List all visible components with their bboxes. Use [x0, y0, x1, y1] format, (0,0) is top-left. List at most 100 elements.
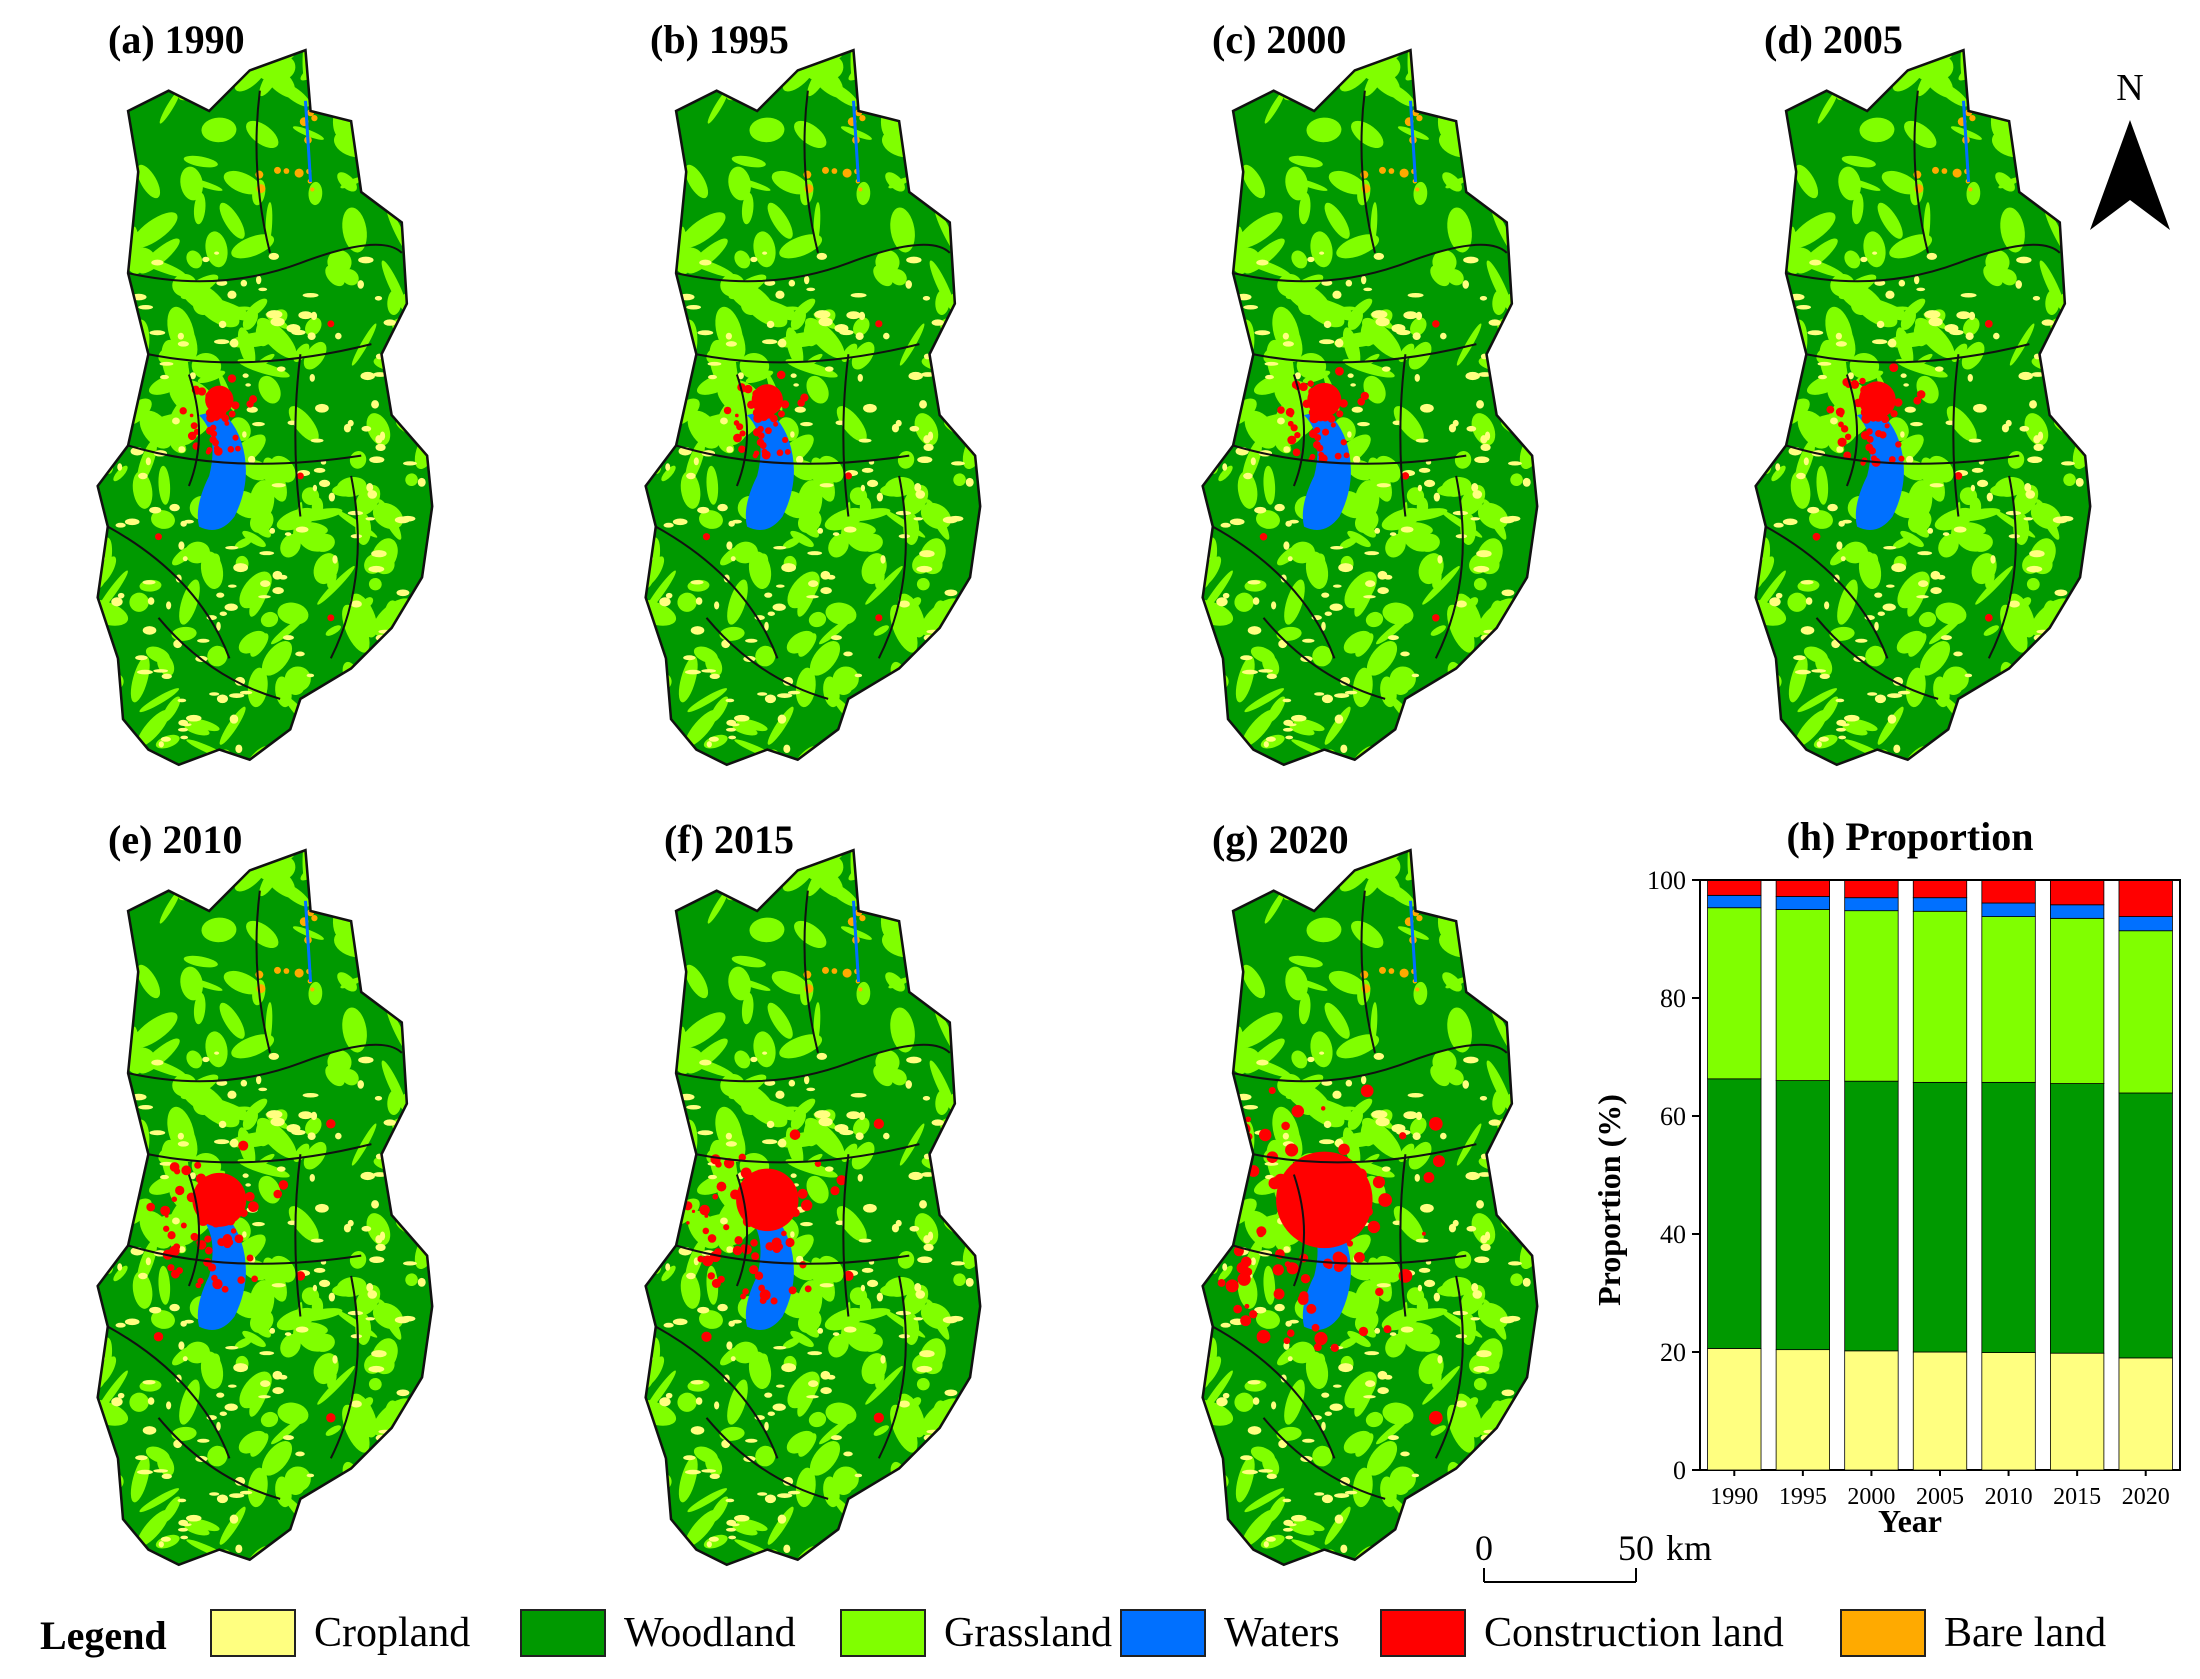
legend-swatch-construction-land	[1380, 1609, 1466, 1657]
bar-segment	[1981, 1352, 2036, 1471]
bar-segment	[1844, 1350, 1899, 1471]
scale-end: 50	[1618, 1528, 1654, 1568]
legend-swatch-waters	[1120, 1609, 1206, 1657]
scale-unit: km	[1666, 1528, 1712, 1568]
bar-segment	[1775, 896, 1831, 910]
panel-title-d: (d) 2005	[1764, 17, 1903, 62]
land-use-map-2020	[1201, 848, 1539, 1567]
scale-bar: 0 50 km	[1475, 1528, 1712, 1583]
bar-segment	[1981, 879, 2036, 881]
x-tick-label: 2020	[2122, 1484, 2170, 1510]
bar-segment	[1981, 880, 2036, 904]
panel-title-g: (g) 2020	[1212, 817, 1349, 862]
bar-segment	[1707, 880, 1762, 896]
bar-segment	[1981, 1081, 2036, 1353]
bar-segment	[1844, 879, 1899, 881]
bar-segment	[1912, 897, 1968, 912]
panel-title-a: (a) 1990	[108, 17, 245, 62]
panel-title-f: (f) 2015	[664, 817, 794, 862]
x-tick-label: 2005	[1916, 1484, 1964, 1510]
y-tick-label: 100	[1647, 866, 1686, 895]
y-tick-label: 80	[1660, 984, 1686, 1013]
bar-segment	[2049, 879, 2105, 881]
legend-swatch-bare-land	[1840, 1609, 1926, 1657]
land-use-map-2000	[1201, 48, 1539, 767]
legend: Legend Cropland Woodland Grassland Water…	[40, 1600, 2180, 1670]
bar-segment	[1775, 1080, 1831, 1351]
x-tick-label: 2015	[2053, 1484, 2101, 1510]
bar-segment	[1707, 1078, 1762, 1349]
legend-label-waters: Waters	[1224, 1610, 1340, 1656]
y-tick-label: 60	[1660, 1102, 1686, 1131]
legend-item-bare-land: Bare land	[1840, 1608, 2106, 1658]
bar-segment	[1775, 1349, 1831, 1471]
bar-segment	[2118, 1092, 2173, 1359]
bar-segment	[2118, 880, 2173, 917]
panel-title-c: (c) 2000	[1212, 17, 1347, 62]
north-arrow-icon: N	[2090, 67, 2170, 230]
legend-item-waters: Waters	[1120, 1608, 1340, 1658]
x-tick-label: 1995	[1779, 1484, 1827, 1510]
panel-title-b: (b) 1995	[650, 17, 789, 62]
legend-swatch-cropland	[210, 1609, 296, 1657]
bar-segment	[2049, 904, 2105, 919]
bar-segment	[2049, 880, 2105, 906]
x-tick-label: 2010	[1985, 1484, 2033, 1510]
bar-segment	[1981, 902, 2036, 917]
bar-segment	[1844, 880, 1899, 899]
bar-segment	[1844, 910, 1899, 1082]
y-tick-label: 40	[1660, 1220, 1686, 1249]
x-tick-label: 1990	[1710, 1484, 1758, 1510]
legend-label-woodland: Woodland	[624, 1610, 796, 1656]
legend-label-grassland: Grassland	[944, 1610, 1112, 1656]
bar-segment	[2049, 1083, 2105, 1354]
bar-segment	[1912, 1351, 1968, 1471]
legend-item-grassland: Grassland	[840, 1608, 1112, 1658]
bar-segment	[1775, 909, 1831, 1082]
bar-segment	[1912, 1081, 1968, 1353]
bar-segment	[2049, 917, 2105, 1084]
bar-segment	[1844, 1080, 1899, 1352]
land-use-map-2010	[96, 848, 434, 1567]
scale-start: 0	[1475, 1528, 1493, 1568]
bar-segment	[1912, 910, 1968, 1083]
bar-segment	[1707, 879, 1762, 881]
legend-swatch-woodland	[520, 1609, 606, 1657]
bar-segment	[1775, 879, 1831, 881]
bar-segment	[1912, 879, 1968, 881]
chart-title: (h) Proportion	[1786, 820, 2033, 859]
land-use-map-1995	[644, 48, 982, 767]
bar-segment	[2118, 916, 2173, 932]
bar-segment	[2118, 930, 2173, 1094]
bar-segment	[1707, 1348, 1762, 1471]
bar-segment	[1707, 894, 1762, 909]
bar-segment	[1844, 897, 1899, 912]
chart-y-axis-label: Proportion (%)	[1591, 1094, 1627, 1306]
land-use-map-1990	[96, 48, 434, 767]
chart-x-axis-label: Year	[1878, 1503, 1942, 1539]
bar-segment	[2118, 1357, 2173, 1471]
bar-segment	[1775, 880, 1831, 897]
bar-segment	[2049, 1352, 2105, 1471]
legend-item-construction-land: Construction land	[1380, 1608, 1784, 1658]
bar-segment	[1912, 880, 1968, 899]
bar-segment	[1981, 916, 2036, 1083]
legend-item-woodland: Woodland	[520, 1608, 796, 1658]
chart-plot-area: 0 20 40 60 80 100 1990 1995 2000 2005 2010 2015 2020	[1647, 866, 2181, 1510]
legend-title: Legend	[40, 1613, 167, 1658]
legend-label-cropland: Cropland	[314, 1610, 471, 1656]
bar-segment	[2118, 879, 2173, 881]
bar-segment	[1707, 907, 1762, 1080]
north-label: N	[2116, 67, 2143, 109]
y-tick-label: 0	[1673, 1456, 1686, 1485]
x-tick-label: 2000	[1847, 1484, 1895, 1510]
land-use-map-2005	[1754, 48, 2092, 767]
y-tick-label: 20	[1660, 1338, 1686, 1367]
land-use-map-2015	[644, 848, 982, 1567]
panel-title-e: (e) 2010	[108, 817, 243, 862]
legend-label-construction-land: Construction land	[1484, 1610, 1784, 1656]
legend-item-cropland: Cropland	[210, 1608, 470, 1658]
proportion-chart: (h) Proportion 0 20 40 60 80 100 1990 1995 2000 2…	[1591, 820, 2181, 1539]
legend-label-bare-land: Bare land	[1944, 1610, 2107, 1656]
